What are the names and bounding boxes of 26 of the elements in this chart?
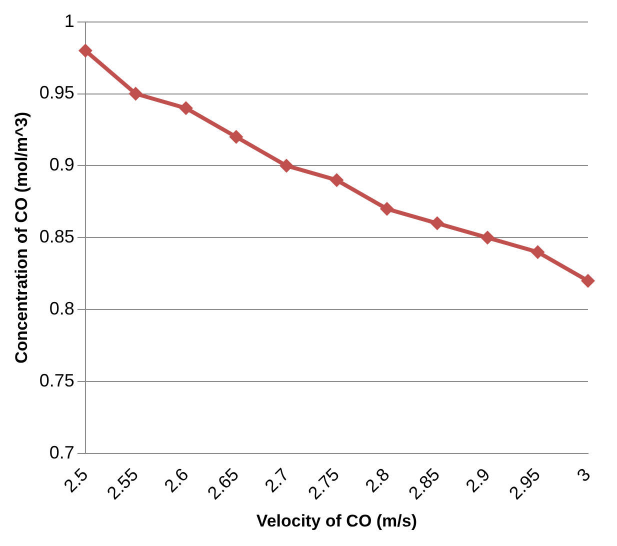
x-axis-title: Velocity of CO (m/s) — [256, 511, 418, 530]
x-tick-label: 2.5 — [60, 464, 92, 496]
point — [530, 245, 545, 260]
point — [480, 230, 494, 245]
point — [229, 130, 244, 144]
point — [178, 101, 193, 116]
x-tick-label: 2.7 — [260, 464, 293, 496]
x-tick-label: 2.6 — [160, 464, 192, 496]
y-tick-label: 0.7 — [49, 442, 74, 463]
x-tick-label: 2.9 — [462, 464, 494, 496]
y-tick-label: 0.95 — [39, 82, 74, 103]
point — [128, 86, 143, 101]
y-tick-label: 0.9 — [49, 154, 74, 175]
y-axis-title: Concentration of CO (mol/m^3) — [12, 112, 31, 364]
point — [330, 173, 344, 188]
point — [581, 274, 595, 288]
y-tick-label: 0.8 — [49, 298, 74, 319]
x-tick-label: 3 — [573, 464, 594, 486]
point — [380, 202, 394, 216]
point — [78, 44, 92, 58]
y-tick-label: 0.85 — [39, 226, 74, 247]
x-tick-label: 2.8 — [361, 464, 394, 496]
point — [279, 158, 294, 173]
y-tick-label: 1 — [64, 10, 74, 31]
point — [430, 216, 444, 230]
y-tick-label: 0.75 — [39, 370, 74, 391]
